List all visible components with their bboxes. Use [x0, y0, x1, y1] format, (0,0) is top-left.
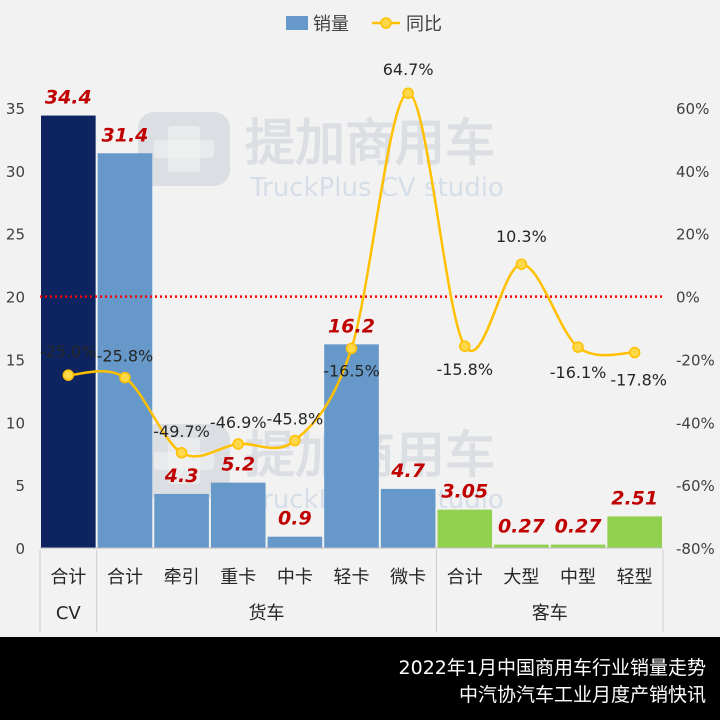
- yoy-point-10: [628, 346, 641, 359]
- right-tick-label: 40%: [676, 163, 709, 181]
- yoy-label-10: -17.8%: [610, 371, 667, 390]
- category-label-4: 中卡: [277, 567, 313, 588]
- category-label-2: 牵引: [164, 567, 200, 588]
- category-label-0: 合计: [50, 567, 86, 588]
- yoy-point-0: [62, 369, 75, 381]
- category-label-5: 轻卡: [334, 567, 370, 588]
- yoy-label-4: -45.8%: [267, 410, 324, 429]
- watermark-logo-cross-h-1: [154, 140, 214, 158]
- category-label-9: 中型: [560, 567, 596, 588]
- bar-4: [267, 536, 323, 548]
- category-label-3: 重卡: [220, 567, 256, 588]
- left-tick-label: 10: [6, 414, 25, 432]
- group-label-2: 客车: [532, 603, 568, 624]
- bar-value-label-3: 5.2: [221, 454, 255, 476]
- yoy-point-9: [572, 341, 584, 353]
- left-tick-label: 15: [6, 351, 25, 369]
- yoy-label-8: 10.3%: [496, 227, 547, 246]
- bar-value-label-1: 31.4: [102, 124, 149, 146]
- yoy-point-8: [515, 258, 528, 270]
- legend-label-line: 同比: [406, 14, 442, 35]
- category-label-8: 大型: [503, 567, 539, 588]
- watermark-text-1: 提加商用车: [245, 114, 495, 172]
- footer-source: 中汽协汽车工业月度产销快讯: [458, 684, 706, 706]
- bar-value-label-6: 4.7: [390, 460, 425, 482]
- yoy-label-5: -16.5%: [323, 361, 380, 380]
- footer: 2022年1月中国商用车行业销量走势 中汽协汽车工业月度产销快讯: [0, 637, 720, 720]
- yoy-label-7: -15.8%: [436, 360, 493, 379]
- bar-10: [607, 516, 662, 548]
- right-tick-label: -20%: [676, 351, 715, 369]
- left-tick-label: 25: [6, 226, 25, 244]
- bar-0: [41, 115, 96, 549]
- bar-7: [437, 509, 493, 548]
- category-label-7: 合计: [447, 567, 483, 588]
- bar-value-label-2: 4.3: [164, 465, 199, 487]
- watermark-subtext-1: TruckPlus CV studio: [249, 173, 504, 203]
- yoy-label-3: -46.9%: [210, 413, 267, 432]
- left-tick-label: 0: [15, 540, 25, 558]
- yoy-point-3: [232, 438, 244, 450]
- right-tick-label: -60%: [676, 477, 715, 495]
- bar-value-label-0: 34.4: [45, 87, 92, 109]
- yoy-label-0: -25.0%: [40, 342, 97, 361]
- right-tick-label: -80%: [676, 540, 715, 558]
- yoy-label-1: -25.8%: [97, 347, 154, 366]
- bar-value-label-8: 0.27: [498, 516, 546, 538]
- bar-6: [380, 488, 436, 548]
- yoy-label-9: -16.1%: [550, 363, 607, 382]
- footer-title: 2022年1月中国商用车行业销量走势: [398, 657, 706, 679]
- bar-3: [210, 482, 266, 548]
- bar-2: [154, 493, 209, 548]
- right-tick-label: 60%: [676, 100, 709, 118]
- bar-value-label-4: 0.9: [278, 508, 312, 530]
- left-tick-label: 35: [6, 100, 25, 118]
- category-label-1: 合计: [107, 567, 143, 588]
- right-tick-label: -40%: [676, 414, 715, 432]
- left-tick-label: 30: [6, 163, 25, 181]
- yoy-point-1: [119, 371, 131, 384]
- right-tick-label: 0%: [676, 289, 700, 307]
- group-label-1: 货车: [249, 603, 285, 624]
- yoy-label-2: -49.7%: [153, 422, 210, 441]
- right-tick-label: 20%: [676, 226, 709, 244]
- category-label-10: 轻型: [617, 567, 653, 588]
- bar-value-label-10: 2.51: [611, 487, 658, 509]
- left-tick-label: 5: [15, 477, 25, 495]
- yoy-point-5: [345, 342, 358, 355]
- yoy-point-7: [459, 340, 471, 352]
- legend-swatch-marker: [380, 17, 392, 29]
- left-tick-label: 20: [6, 289, 25, 307]
- group-label-0: CV: [56, 603, 82, 624]
- yoy-point-2: [175, 447, 188, 459]
- bar-9: [550, 544, 606, 548]
- yoy-label-6: 64.7%: [383, 60, 434, 79]
- bar-5: [324, 344, 379, 548]
- bar-value-label-9: 0.27: [555, 516, 603, 538]
- legend-label-bar: 销量: [313, 14, 349, 35]
- yoy-point-4: [289, 434, 301, 447]
- bar-1: [97, 153, 153, 548]
- category-label-6: 微卡: [390, 567, 426, 588]
- bar-value-label-7: 3.05: [441, 481, 488, 503]
- bar-8: [494, 544, 549, 548]
- yoy-point-6: [402, 87, 414, 99]
- bar-value-label-5: 16.2: [328, 315, 375, 337]
- legend-swatch-bar: [286, 16, 308, 30]
